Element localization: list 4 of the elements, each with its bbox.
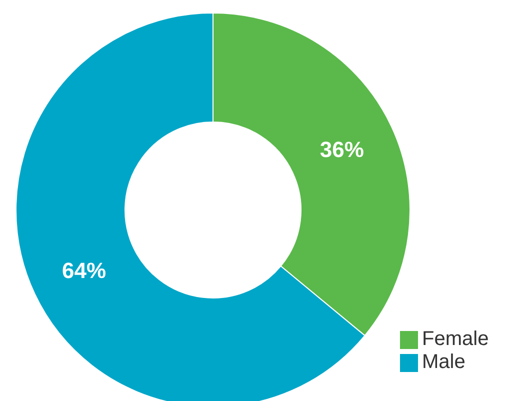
data-label: 36% [320, 136, 364, 162]
legend-label: Male [422, 351, 466, 373]
legend-label: Female [422, 328, 489, 350]
data-label: 64% [62, 258, 106, 284]
